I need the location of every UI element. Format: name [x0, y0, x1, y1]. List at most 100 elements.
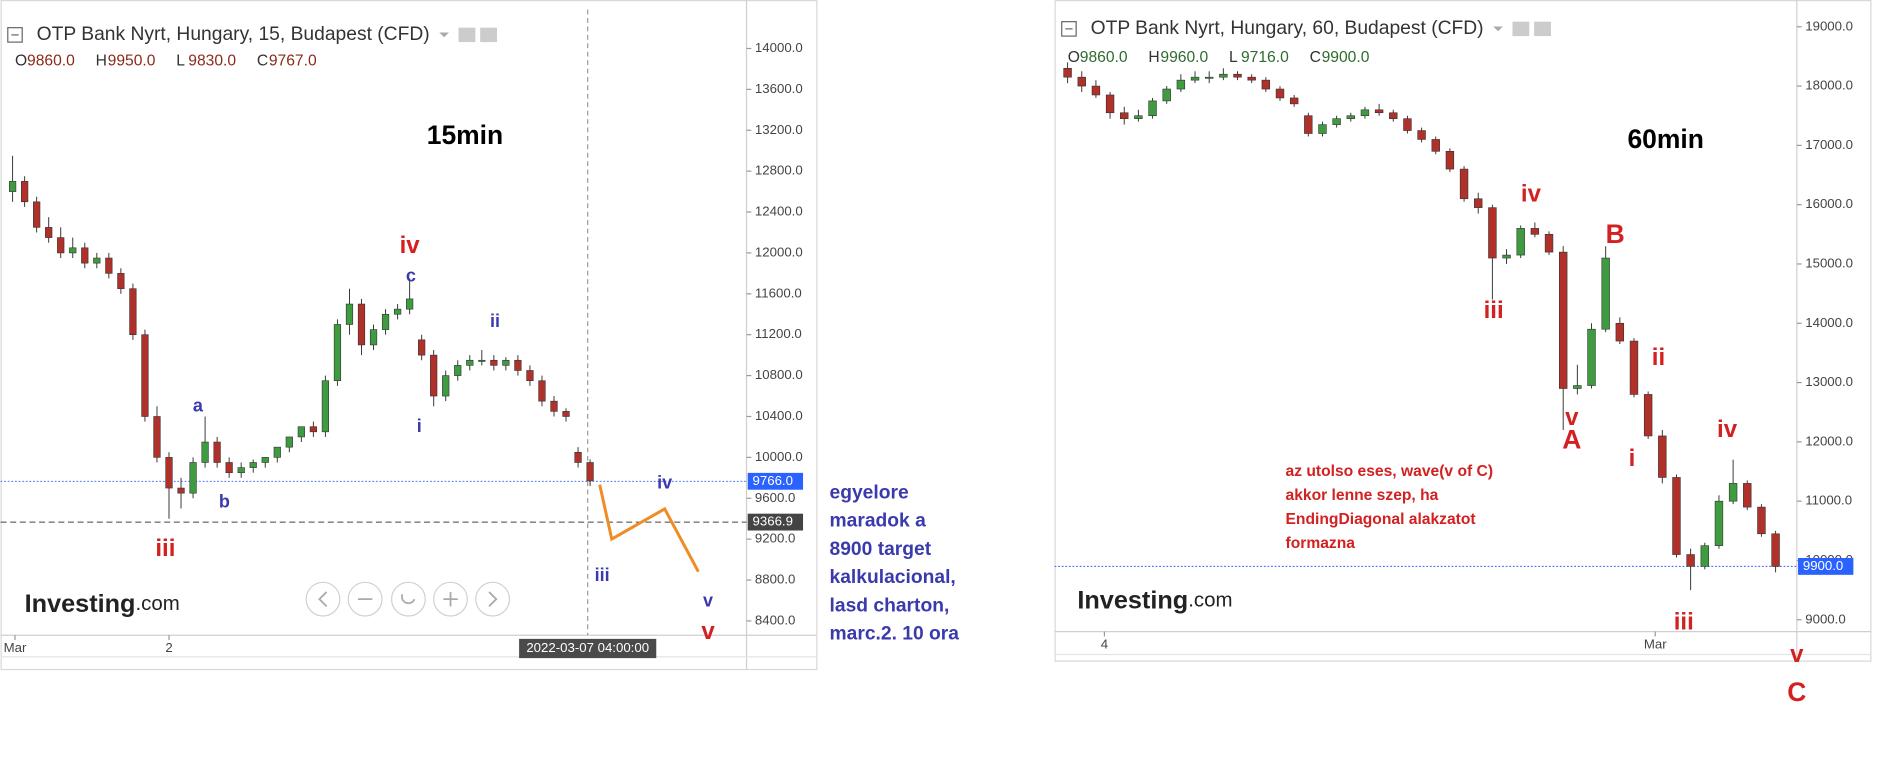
y-tick-label: 10400.0: [755, 408, 803, 423]
note-line: EndingDiagonal alakzatot: [1286, 511, 1477, 528]
candle-body: [93, 257, 101, 264]
candle-body: [1615, 322, 1625, 342]
candle-body: [261, 457, 269, 463]
candle-body: [1558, 251, 1568, 389]
visibility-icon[interactable]: [1512, 21, 1530, 37]
y-tick-label: 18000.0: [1805, 78, 1853, 93]
ohlc-value: 9716.0: [1241, 49, 1289, 66]
candle-body: [1587, 328, 1596, 386]
candle-body: [201, 441, 209, 463]
ohlc-value: 9900.0: [1322, 49, 1370, 66]
note-line: az utolso eses, wave(v of C): [1286, 463, 1494, 480]
logo: Investing.com: [25, 590, 180, 618]
logo: Investing.com: [1077, 586, 1232, 614]
candle-body: [1204, 76, 1214, 79]
wave-label: v: [701, 618, 715, 645]
ohlc-value: 9960.0: [1160, 49, 1208, 66]
y-tick-label: 12800.0: [755, 163, 803, 178]
y-tick-label: 11200.0: [755, 326, 802, 341]
candle-body: [321, 380, 330, 433]
x-tick-label: Mar: [4, 640, 27, 655]
candle-body: [237, 467, 245, 474]
candle-body: [1474, 198, 1483, 208]
candle-body: [1743, 483, 1752, 508]
candle-body: [1063, 67, 1072, 78]
wave-label: a: [193, 395, 204, 415]
candle-body: [1700, 545, 1709, 567]
y-tick-label: 13200.0: [755, 122, 803, 137]
candle-body: [1573, 385, 1582, 389]
price-label: 9900.0: [1803, 558, 1843, 573]
wave-label: i: [417, 416, 422, 436]
candle-body: [466, 359, 474, 366]
chart-title: OTP Bank Nyrt, Hungary, 15, Budapest (CF…: [37, 24, 430, 45]
candle-body: [141, 334, 149, 417]
ohlc-value: 9860.0: [1080, 49, 1128, 66]
y-tick-label: 17000.0: [1805, 137, 1853, 152]
price-label-box: [747, 513, 804, 531]
wave-label: v: [1565, 404, 1579, 431]
candle-body: [1134, 115, 1143, 119]
wave-label: iv: [657, 472, 672, 492]
logo-part: .com: [1188, 589, 1232, 612]
wave-label: iv: [1717, 416, 1738, 443]
note-line: egyelore: [830, 482, 909, 503]
visibility-icon[interactable]: [458, 27, 476, 43]
wave-label: iv: [400, 232, 421, 259]
candle-body: [550, 400, 558, 412]
zoom-forward-button[interactable]: [475, 581, 511, 617]
y-tick-label: 14000.0: [1805, 315, 1853, 330]
candle-body: [1318, 124, 1327, 134]
candle-body: [1190, 76, 1200, 81]
logo-part: .com: [135, 593, 179, 616]
candle-body: [502, 359, 510, 366]
candle-body: [33, 201, 41, 228]
candle-body: [21, 181, 29, 203]
zoom-back-button[interactable]: [305, 581, 341, 617]
note-line: lasd charton,: [830, 595, 950, 616]
ohlc-key: C: [257, 52, 268, 69]
candle-body: [1757, 506, 1766, 535]
ohlc-key: O: [1068, 49, 1080, 66]
candle-body: [1771, 533, 1780, 567]
candle-body: [1516, 228, 1525, 256]
y-tick-label: 13600.0: [755, 81, 803, 96]
wave-label: 15min: [427, 120, 503, 150]
candle-body: [514, 359, 522, 371]
wave-label: B: [1606, 219, 1625, 249]
candle-body: [406, 298, 414, 310]
ohlc-value: 9830.0: [188, 52, 236, 69]
candle-body: [1332, 118, 1341, 125]
candle-body: [153, 416, 161, 458]
note-line: akkor lenne szep, ha: [1286, 487, 1439, 504]
candle-body: [1459, 168, 1469, 200]
candle-body: [490, 359, 498, 366]
candle-body: [177, 487, 185, 494]
x-tick-label: 2: [165, 640, 172, 655]
crosshair-label-box: [519, 638, 657, 659]
candle-body: [105, 257, 113, 274]
candle-body: [1346, 115, 1355, 119]
candle-body: [1601, 257, 1610, 330]
candle-body: [1643, 394, 1653, 437]
candle-body: [1247, 76, 1256, 81]
y-tick-label: 13000.0: [1805, 374, 1853, 389]
price-label-box: [747, 472, 804, 490]
candle-body: [189, 462, 197, 494]
settings-icon[interactable]: [1534, 21, 1551, 37]
candle-body: [442, 375, 450, 397]
panel-frame: [1054, 0, 1872, 662]
reset-button[interactable]: [390, 581, 426, 617]
wave-label: v: [1790, 641, 1804, 668]
ohlc-key: H: [96, 52, 107, 69]
candle-body: [117, 273, 125, 290]
candle-body: [369, 329, 378, 346]
candle-body: [1289, 97, 1299, 105]
candle-body: [213, 441, 221, 463]
candle-body: [1658, 435, 1667, 478]
ohlc-key: L: [176, 52, 185, 69]
wave-label: iii: [155, 535, 175, 562]
settings-icon[interactable]: [480, 27, 498, 43]
price-label: 9366.9: [753, 514, 793, 529]
